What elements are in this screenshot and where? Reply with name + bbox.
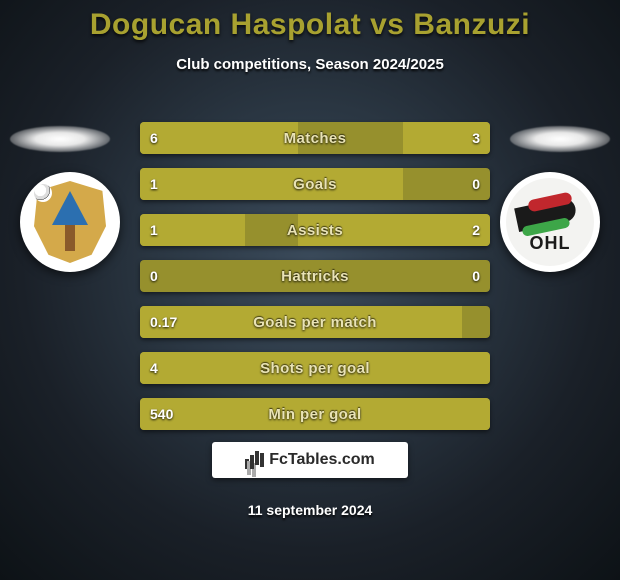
stat-fill-left <box>140 168 403 200</box>
spotlight-right <box>510 126 610 152</box>
stat-row: 4Shots per goal <box>140 352 490 384</box>
stat-fill-left <box>140 398 490 430</box>
stat-fill-right <box>298 214 491 246</box>
crest-right-inner: OHL <box>506 178 594 266</box>
date: 11 september 2024 <box>0 502 620 518</box>
stat-row: 540Min per goal <box>140 398 490 430</box>
stat-row: 63Matches <box>140 122 490 154</box>
branding-text: FcTables.com <box>269 451 375 469</box>
stat-row: 0 0Hattricks <box>140 260 490 292</box>
stat-row: 0.17Goals per match <box>140 306 490 338</box>
crest-right-text: OHL <box>506 233 594 254</box>
stat-value-right <box>470 306 490 338</box>
stat-value-right: 0 <box>462 168 490 200</box>
stat-value-right: 0 <box>462 260 490 292</box>
stat-fill-left <box>140 352 490 384</box>
stat-fill-left <box>140 306 462 338</box>
crest-left <box>20 172 120 272</box>
crest-left-ball-icon <box>34 184 52 202</box>
stat-label: Hattricks <box>140 260 490 292</box>
subtitle: Club competitions, Season 2024/2025 <box>0 56 620 73</box>
stat-fill-right <box>403 122 491 154</box>
branding-badge: FcTables.com <box>212 442 408 478</box>
crest-right: OHL <box>500 172 600 272</box>
stat-row: 12Assists <box>140 214 490 246</box>
stat-bars: 63Matches10Goals12Assists00Hattricks0.17… <box>140 122 490 444</box>
spotlight-left <box>10 126 110 152</box>
content-root: Dogucan Haspolat vs Banzuzi Club competi… <box>0 0 620 580</box>
stat-fill-left <box>140 122 298 154</box>
stat-value-left: 0 <box>140 260 168 292</box>
fctables-logo-icon <box>245 451 263 469</box>
stat-fill-left <box>140 214 245 246</box>
page-title: Dogucan Haspolat vs Banzuzi <box>0 0 620 42</box>
stat-row: 10Goals <box>140 168 490 200</box>
